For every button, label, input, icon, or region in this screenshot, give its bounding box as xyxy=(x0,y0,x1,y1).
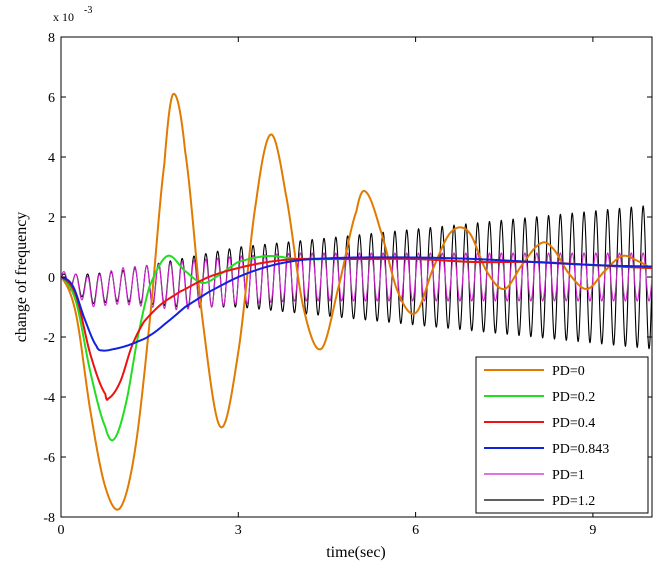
y-axis-title: change of frequency xyxy=(13,212,30,343)
x-tick-label: 3 xyxy=(235,523,242,538)
y-tick-label: -4 xyxy=(43,391,55,406)
y-tick-label: 8 xyxy=(48,31,55,46)
legend-label: PD=0 xyxy=(552,364,585,379)
legend-label: PD=0.4 xyxy=(552,416,595,431)
legend-label: PD=1 xyxy=(552,468,585,483)
y-tick-label: 6 xyxy=(48,91,55,106)
legend-label: PD=1.2 xyxy=(552,494,595,509)
legend-label: PD=0.2 xyxy=(552,390,595,405)
y-multiplier-exponent: -3 xyxy=(84,5,92,16)
y-tick-label: -6 xyxy=(43,451,55,466)
y-tick-label: -2 xyxy=(43,331,55,346)
legend-box xyxy=(475,356,649,514)
y-multiplier-label: x 10 xyxy=(53,10,74,24)
axes-group: 0 3 6 9 -8 -6 -4 -2 0 2 4 6 8 xyxy=(43,31,652,538)
y-tick-label: -8 xyxy=(43,511,55,526)
y-tick-label: 4 xyxy=(48,151,55,166)
x-tick-label: 9 xyxy=(589,523,596,538)
y-tick-label: 2 xyxy=(48,211,55,226)
legend: PD=0 PD=0.2 PD=0.4 PD=0.843 PD=1 PD=1.2 xyxy=(475,356,649,514)
x-tick-label: 6 xyxy=(412,523,419,538)
series-line-pd-0 xyxy=(61,92,652,511)
series-group xyxy=(61,92,652,511)
series-line-pd-0-843 xyxy=(61,256,652,352)
legend-label: PD=0.843 xyxy=(552,442,609,457)
x-tick-label: 0 xyxy=(58,523,65,538)
y-tick-label: 0 xyxy=(48,271,55,286)
x-axis-title: time(sec) xyxy=(326,544,386,561)
